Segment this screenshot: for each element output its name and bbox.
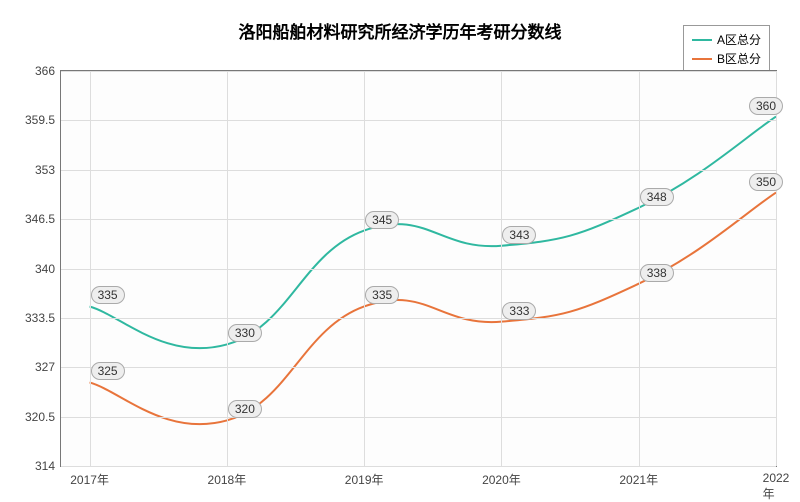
y-tick-label: 333.5 <box>25 311 55 325</box>
y-tick-label: 340 <box>35 262 55 276</box>
data-label: 343 <box>502 226 536 244</box>
gridline-h <box>61 170 776 171</box>
data-label: 348 <box>640 188 674 206</box>
gridline-h <box>61 466 776 467</box>
gridline-v <box>364 71 365 466</box>
data-label: 335 <box>365 286 399 304</box>
gridline-h <box>61 71 776 72</box>
data-label: 330 <box>228 324 262 342</box>
x-tick-label: 2018年 <box>208 471 247 488</box>
gridline-h <box>61 219 776 220</box>
data-label: 325 <box>91 362 125 380</box>
y-tick-label: 359.5 <box>25 113 55 127</box>
legend-label-a: A区总分 <box>717 31 761 48</box>
x-tick-label: 2019年 <box>345 471 384 488</box>
y-tick-label: 314 <box>35 459 55 473</box>
legend-swatch-b <box>692 58 712 60</box>
gridline-v <box>501 71 502 466</box>
data-label: 350 <box>749 173 783 191</box>
legend-item-a: A区总分 <box>692 30 761 49</box>
data-label: 360 <box>749 97 783 115</box>
x-tick-label: 2022年 <box>763 471 790 502</box>
gridline-v <box>90 71 91 466</box>
x-tick-label: 2017年 <box>70 471 109 488</box>
y-tick-label: 346.5 <box>25 212 55 226</box>
x-tick-label: 2021年 <box>619 471 658 488</box>
legend-swatch-a <box>692 39 712 41</box>
y-tick-label: 366 <box>35 64 55 78</box>
legend-item-b: B区总分 <box>692 49 761 68</box>
data-label: 335 <box>91 286 125 304</box>
data-label: 333 <box>502 302 536 320</box>
gridline-h <box>61 367 776 368</box>
y-tick-label: 353 <box>35 163 55 177</box>
legend: A区总分 B区总分 <box>683 25 770 73</box>
series-line-0 <box>90 117 776 349</box>
y-tick-label: 327 <box>35 360 55 374</box>
gridline-h <box>61 417 776 418</box>
chart-title: 洛阳船舶材料研究所经济学历年考研分数线 <box>0 18 800 43</box>
data-label: 338 <box>640 264 674 282</box>
gridline-h <box>61 120 776 121</box>
chart-container: 洛阳船舶材料研究所经济学历年考研分数线 A区总分 B区总分 314320.532… <box>0 0 800 500</box>
data-label: 345 <box>365 211 399 229</box>
x-tick-label: 2020年 <box>482 471 521 488</box>
y-tick-label: 320.5 <box>25 410 55 424</box>
data-label: 320 <box>228 400 262 418</box>
plot-area: 314320.5327333.5340346.5353359.53662017年… <box>60 70 777 467</box>
gridline-v <box>776 71 777 466</box>
legend-label-b: B区总分 <box>717 50 761 67</box>
series-line-1 <box>90 193 776 425</box>
gridline-h <box>61 318 776 319</box>
